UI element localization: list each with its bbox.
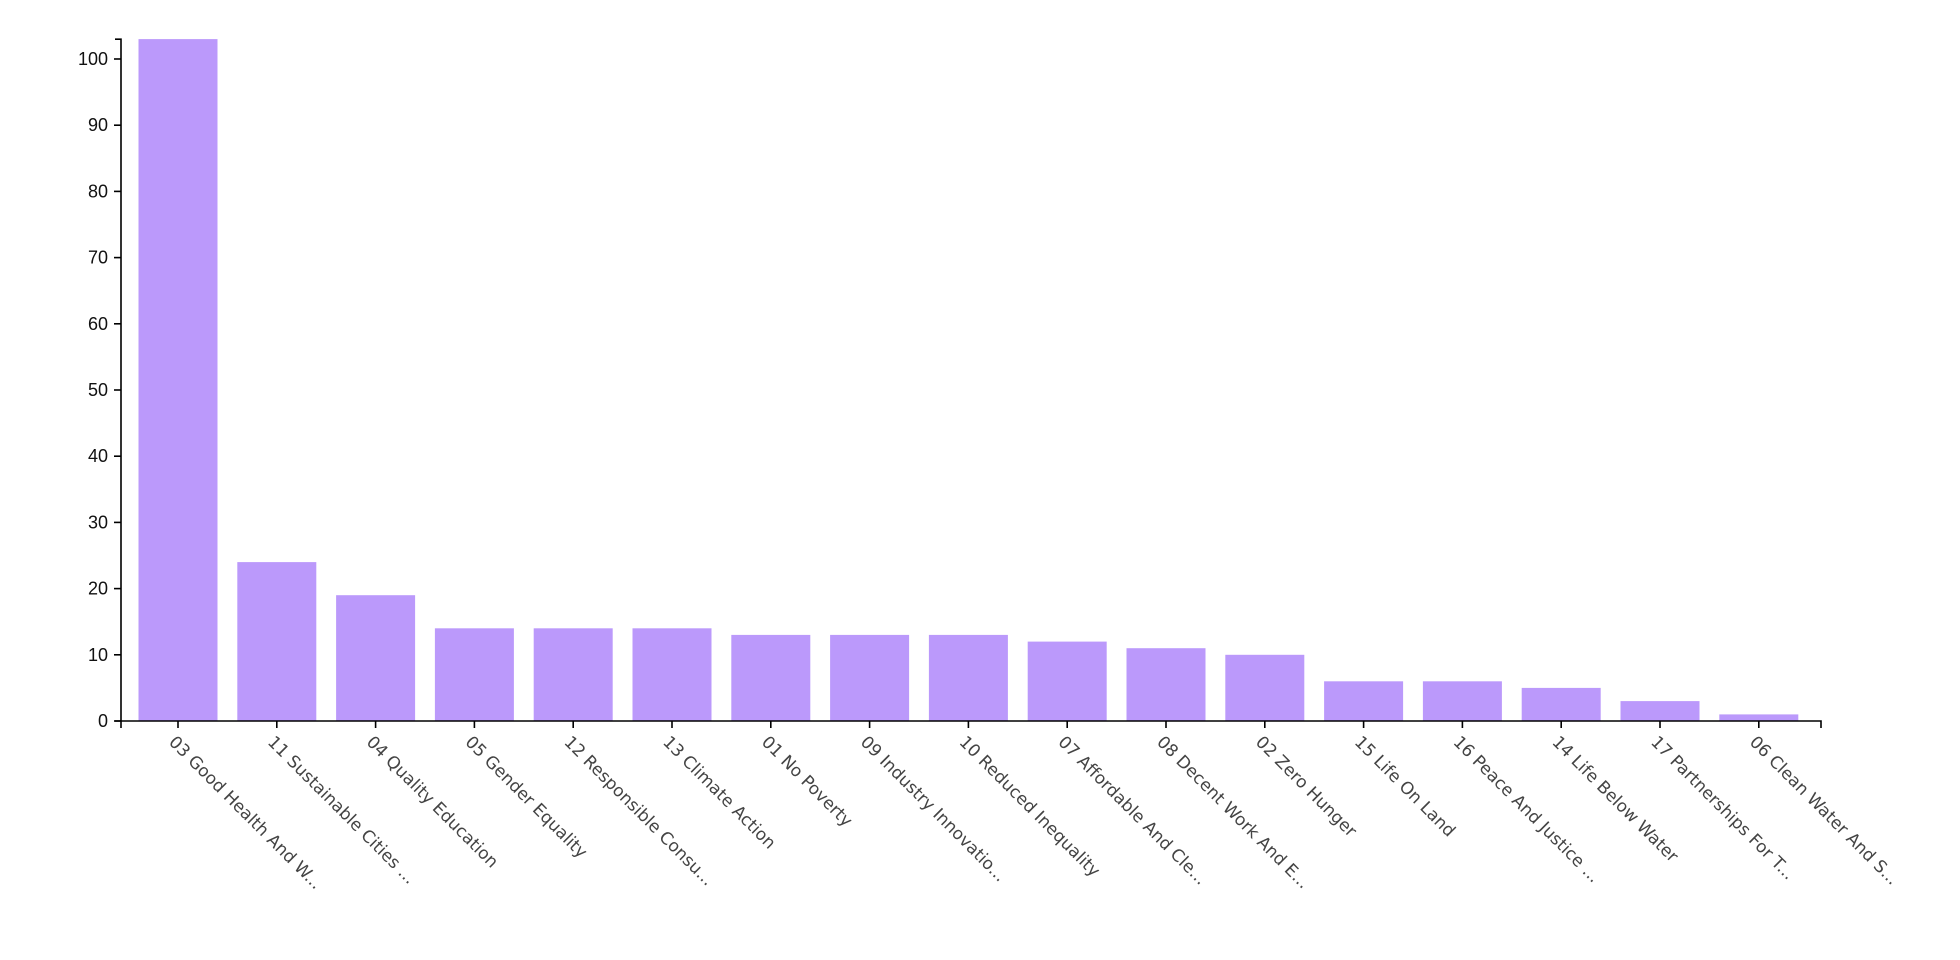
bars-group bbox=[138, 39, 1799, 722]
y-tick-label: 30 bbox=[88, 512, 108, 532]
y-tick-label: 40 bbox=[88, 446, 108, 466]
bar-10 bbox=[1027, 641, 1107, 721]
y-tick-label: 0 bbox=[98, 711, 108, 731]
y-tick-label: 70 bbox=[88, 248, 108, 268]
bar-11 bbox=[1126, 648, 1206, 721]
bar-14 bbox=[1422, 681, 1502, 721]
y-tick-label: 90 bbox=[88, 115, 108, 135]
bar-3 bbox=[336, 595, 416, 721]
x-tick-label: 15 Life On Land bbox=[1350, 732, 1459, 841]
bar-15 bbox=[1521, 687, 1601, 721]
bar-12 bbox=[1225, 654, 1305, 721]
bar-13 bbox=[1324, 681, 1404, 721]
bar-7 bbox=[731, 634, 811, 721]
bar-6 bbox=[632, 628, 712, 721]
bar-16 bbox=[1620, 701, 1700, 721]
bar-8 bbox=[830, 634, 910, 721]
y-axis-line bbox=[115, 38, 122, 722]
y-tick-label: 50 bbox=[88, 380, 108, 400]
bar-2 bbox=[237, 562, 317, 721]
y-tick-label: 10 bbox=[88, 645, 108, 665]
y-tick-label: 100 bbox=[78, 49, 108, 69]
y-tick-label: 20 bbox=[88, 579, 108, 599]
bar-17 bbox=[1719, 714, 1799, 721]
x-axis-line bbox=[120, 720, 1822, 728]
bar-1 bbox=[138, 39, 218, 722]
bar-5 bbox=[533, 628, 613, 721]
bar-9 bbox=[928, 634, 1008, 721]
x-tick-label: 02 Zero Hunger bbox=[1251, 732, 1360, 841]
y-tick-label: 60 bbox=[88, 314, 108, 334]
x-tick-label: 01 No Poverty bbox=[757, 732, 856, 831]
bar-4 bbox=[434, 628, 514, 721]
y-tick-label: 80 bbox=[88, 181, 108, 201]
